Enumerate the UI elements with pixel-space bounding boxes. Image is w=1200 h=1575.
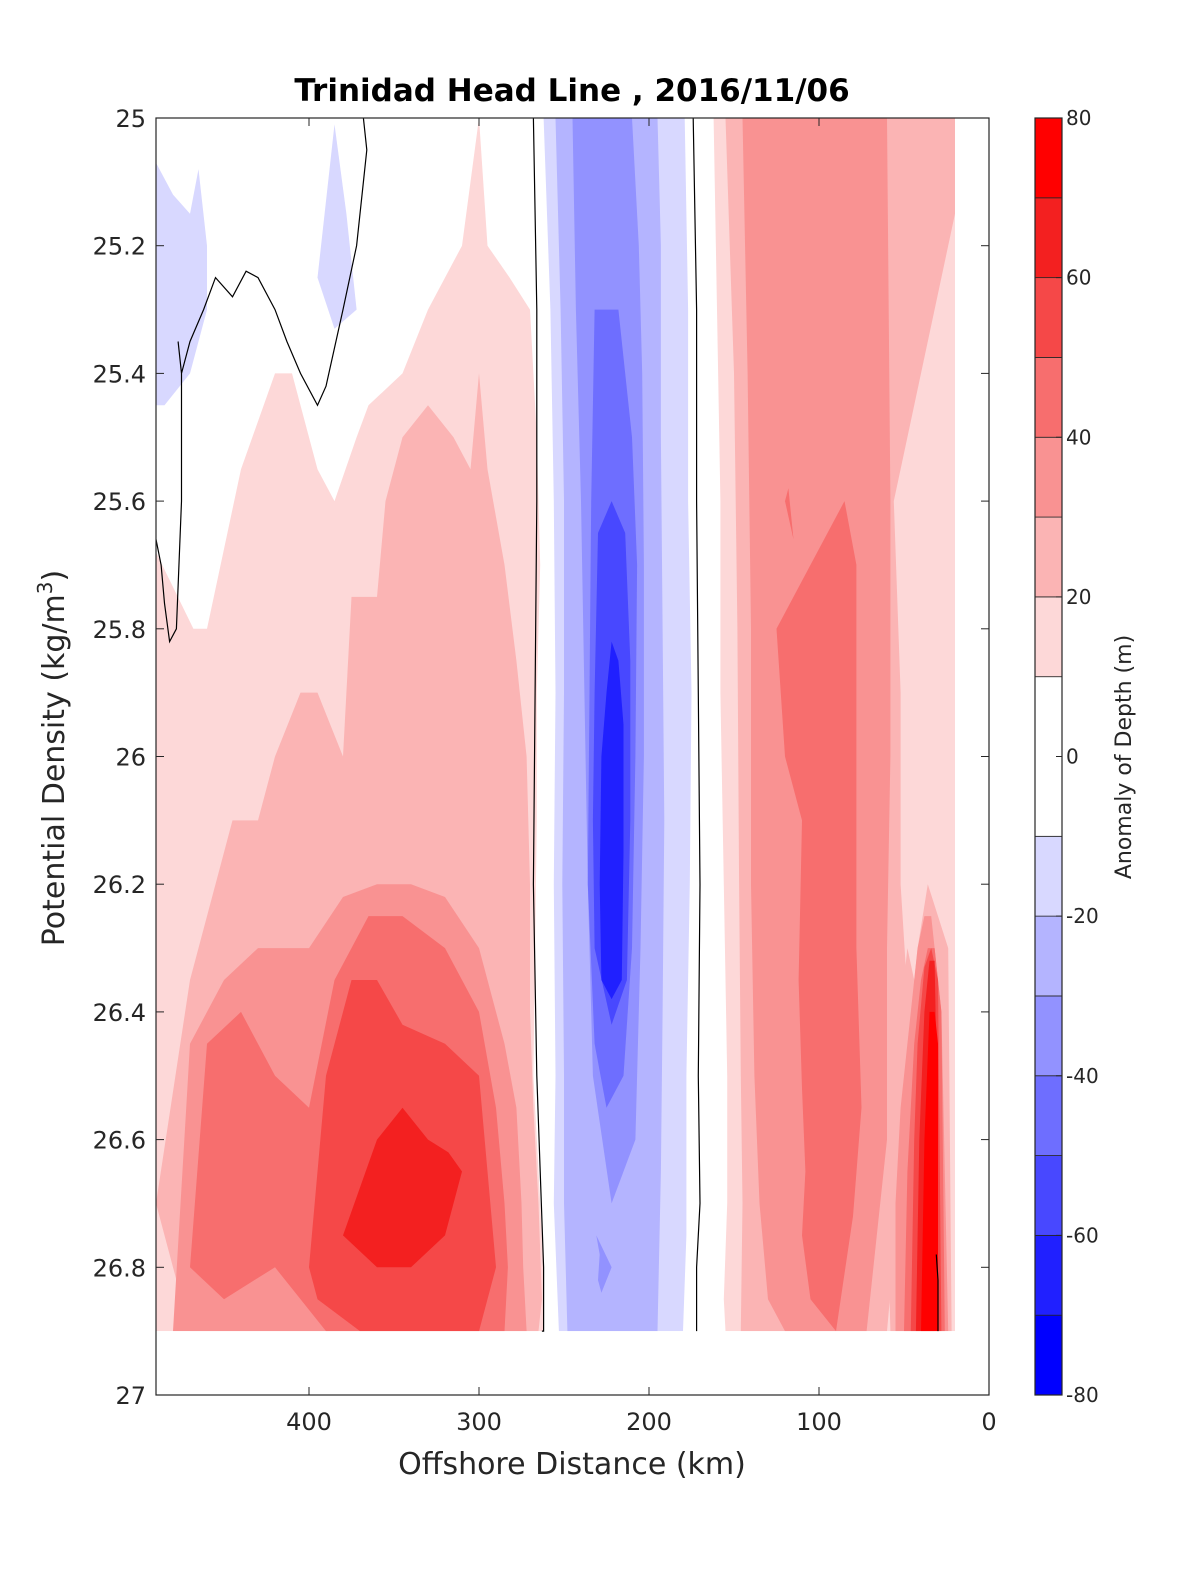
x-tick-label: 400 xyxy=(286,1408,332,1436)
colorbar-swatch xyxy=(1034,436,1063,518)
colorbar-tick-label: -40 xyxy=(1066,1064,1099,1088)
x-tick-label: 0 xyxy=(981,1408,996,1436)
colorbar-label: Anomaly of Depth (m) xyxy=(1112,635,1137,879)
colorbar-tick-label: 40 xyxy=(1066,425,1091,449)
zero-contour-central-east xyxy=(692,118,701,1332)
y-tick-label: 25.4 xyxy=(93,360,146,388)
zero-contour-central-west xyxy=(532,118,545,1332)
colorbar-swatch xyxy=(1034,516,1063,598)
anomaly-fill-neg-upper-left xyxy=(156,162,207,406)
anomaly-fill-pos-east-40 xyxy=(776,501,862,1332)
y-axis-label: Potential Density (kg/m3) xyxy=(33,570,72,946)
colorbar-tick-label: 60 xyxy=(1066,266,1091,290)
anomaly-fill-neg-upper-mid xyxy=(317,124,357,329)
y-tick-label: 25 xyxy=(115,105,146,133)
y-axis-label-superscript: 3 xyxy=(33,581,57,594)
y-tick-label: 26.8 xyxy=(93,1254,146,1282)
anomaly-fill-neg-60 xyxy=(599,641,624,1000)
anomaly-fill-pos-east-40b xyxy=(785,488,794,540)
anomaly-fill-60 xyxy=(343,1107,462,1268)
y-tick-label: 26.4 xyxy=(93,999,146,1027)
colorbar-swatch xyxy=(1034,357,1063,438)
colorbar-tick-label: 80 xyxy=(1066,106,1091,130)
zero-contour-west xyxy=(156,118,368,644)
y-tick-label: 26 xyxy=(115,744,146,772)
anomaly-fill-neg-bottom xyxy=(596,1235,612,1293)
colorbar-swatch xyxy=(1034,197,1063,279)
y-axis-label-main: Potential Density (kg/m xyxy=(37,594,72,946)
colorbar-tick-label: -80 xyxy=(1066,1383,1099,1407)
colorbar-swatch xyxy=(1034,835,1063,917)
colorbar-swatch xyxy=(1034,915,1063,997)
colorbar-swatch xyxy=(1034,1155,1063,1236)
y-axis-label-close: ) xyxy=(37,570,72,582)
colorbar-tick-label: 20 xyxy=(1066,585,1091,609)
colorbar-swatch xyxy=(1034,995,1063,1077)
x-tick-label: 300 xyxy=(456,1408,502,1436)
colorbar-tick-label: 0 xyxy=(1066,745,1079,769)
colorbar-swatch xyxy=(1034,1314,1063,1396)
contour-fields xyxy=(156,118,989,1395)
colorbar-swatch xyxy=(1034,1075,1063,1156)
plot-area xyxy=(156,118,989,1395)
colorbar-tick-label: -60 xyxy=(1066,1223,1099,1247)
colorbar-swatch xyxy=(1034,117,1063,199)
y-tick-label: 25.6 xyxy=(93,488,146,516)
y-tick-label: 27 xyxy=(115,1382,146,1410)
chart-title: Trinidad Head Line , 2016/11/06 xyxy=(294,73,849,109)
x-tick-label: 100 xyxy=(796,1408,842,1436)
y-tick-label: 25.8 xyxy=(93,616,146,644)
x-axis-label: Offshore Distance (km) xyxy=(398,1447,746,1482)
no-data-band xyxy=(156,1331,989,1395)
anomaly-fill-pos-east-nearshore-70 xyxy=(921,1011,938,1332)
y-tick-label: 26.6 xyxy=(93,1127,146,1155)
axes: 400 300 200 100 0 25 25.2 25.4 25.6 25.8 26 26.2 26.… xyxy=(93,105,997,1436)
colorbar-swatch xyxy=(1034,1234,1063,1316)
colorbar-swatch xyxy=(1034,277,1063,358)
y-tick-label: 25.2 xyxy=(93,233,146,261)
x-tick-label: 200 xyxy=(626,1408,672,1436)
zero-contour-nearshore xyxy=(935,1254,939,1332)
colorbar-swatch xyxy=(1034,596,1063,678)
colorbar-tick-label: -20 xyxy=(1066,904,1099,928)
colorbar: 80 60 40 20 0 -20 -40 -60 -80 xyxy=(1034,106,1099,1407)
y-tick-label: 26.2 xyxy=(93,871,146,899)
